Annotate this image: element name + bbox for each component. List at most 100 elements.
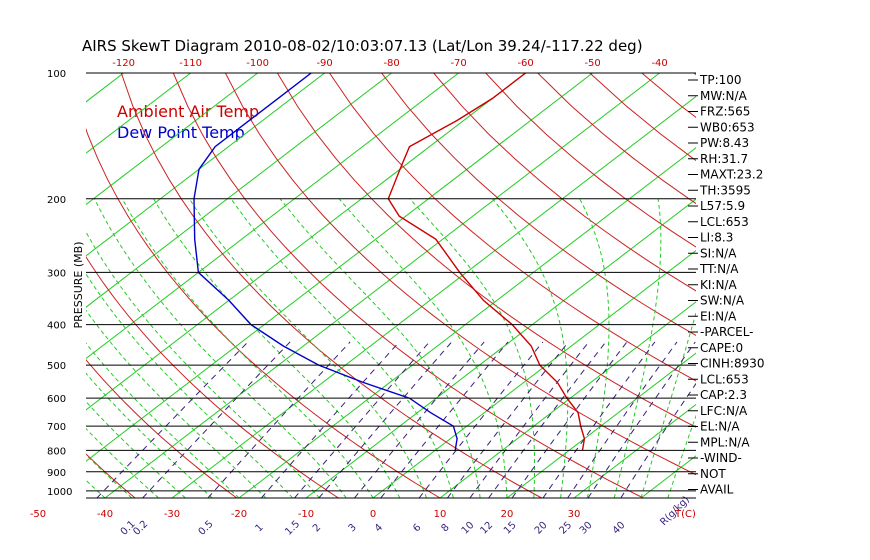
top-temp-tick-label: -100 [246,58,269,69]
index-label: EI:N/A [700,309,737,323]
index-label: WB0:653 [700,120,755,134]
mixing-ratio-tick-label: 0.5 [197,519,216,538]
legend-dew-point: Dew Point Temp [117,123,245,142]
index-label: RH:31.7 [700,152,748,166]
mixing-ratio-line [261,341,400,498]
plot-area [0,73,870,498]
isotherm-line [775,73,870,498]
mixing-ratio-line [511,341,628,498]
dry-adiabat-line [86,453,136,498]
temp-tick-label: 0 [370,509,376,520]
top-temp-tick-label: -60 [517,58,533,69]
mixing-ratio-line [418,341,544,498]
mixing-ratio-tick-label: 1 [253,522,265,534]
index-label: SW:N/A [700,294,745,308]
index-label: MAXT:23.2 [700,168,763,182]
mixing-ratio-tick-label: 20 [533,520,550,537]
index-label: -WIND- [700,451,742,465]
dry-adiabat-line [86,359,238,498]
mixing-ratio-line [380,341,509,498]
isotherm-line [171,95,696,498]
y-axis-label: PRESSURE (MB) [72,242,85,329]
isotherm-line [86,73,191,154]
mixing-ratio-tick-label: 12 [478,520,495,537]
index-label: NOT [700,467,726,481]
top-temp-tick-label: -40 [651,58,667,69]
temp-tick-label: -40 [97,509,113,520]
temp-tick-label: -20 [231,509,247,520]
isotherm-line [439,301,696,498]
isotherm-line [86,73,459,360]
pressure-tick-label: 900 [47,468,66,479]
isotherm-line [104,73,660,498]
temp-tick-label: -50 [30,509,46,520]
index-label: AVAIL [700,483,734,497]
moist-adiabat-line [640,311,696,498]
temp-tick-label: -10 [298,509,314,520]
mixing-ratio-tick-label: 8 [439,522,451,534]
index-label: TH:3595 [699,183,751,197]
moist-adiabat-line [86,400,186,498]
dry-adiabat-line [120,73,542,498]
index-label: CAPE:0 [700,341,743,355]
isotherm-line [86,73,258,206]
x-unit-label: T(C) [674,509,696,520]
moist-adiabat-line [409,198,536,498]
dry-adiabat-line [276,73,696,428]
mixing-ratio-line [446,341,569,498]
index-label: PW:8.43 [700,136,749,150]
dry-adiabat-line [641,73,696,118]
index-label: EL:N/A [700,420,740,434]
mixing-ratio-tick-label: 10 [460,520,477,537]
mixing-ratio-tick-label: 6 [411,522,423,534]
dry-adiabat-line [746,73,870,498]
isotherm-line [86,73,325,257]
dry-adiabat-line [86,127,441,498]
pressure-tick-label: 600 [47,394,66,405]
legend-air-temp: Ambient Air Temp [117,102,259,121]
index-label: FRZ:565 [700,105,750,119]
mixing-ratio-line [587,341,696,498]
dry-adiabat-line [381,73,696,336]
index-label: LCL:653 [700,372,749,386]
pressure-tick-label: 400 [47,321,66,332]
moist-adiabat-line [230,198,454,498]
dry-adiabat-line [850,73,870,498]
isotherm-line [372,249,696,498]
index-label: MPL:N/A [700,435,750,449]
moist-adiabat-line [86,342,240,498]
dry-adiabat-line [0,73,34,498]
index-label: MW:N/A [700,89,748,103]
top-temp-tick-label: -80 [383,58,399,69]
mixing-ratio-line [318,341,453,498]
top-temp-tick-label: -50 [584,58,600,69]
isotherm-line [0,73,57,498]
dry-adiabat-line [86,256,339,498]
isotherm-line [573,403,696,498]
index-label: KI:N/A [700,278,737,292]
temp-tick-label: 10 [434,509,447,520]
isotherm-line [506,352,696,498]
pressure-tick-label: 300 [47,268,66,279]
dry-adiabat-line [433,73,696,292]
top-temp-tick-label: -120 [112,58,135,69]
dry-adiabat-line [798,73,870,498]
mixing-ratio-line [469,341,590,498]
mixing-ratio-tick-label: 0.2 [131,519,150,538]
dry-adiabat-line [329,73,696,382]
index-label: SI:N/A [700,246,737,260]
moist-adiabat-line [279,198,481,498]
mixing-ratio-tick-label: 15 [502,520,519,537]
index-label: -PARCEL- [700,325,754,339]
mixing-ratio-tick-label: 40 [611,520,628,537]
pressure-tick-label: 100 [47,69,66,80]
mixing-ratio-line [142,341,291,498]
isotherm-line [86,73,392,308]
moist-adiabat-line [492,198,569,498]
index-label: LCL:653 [700,215,749,229]
index-label: TP:100 [699,73,742,87]
isotherm-line [305,198,696,498]
dew-point-line [193,73,458,451]
mixing-ratio-tick-label: 3 [347,522,359,534]
